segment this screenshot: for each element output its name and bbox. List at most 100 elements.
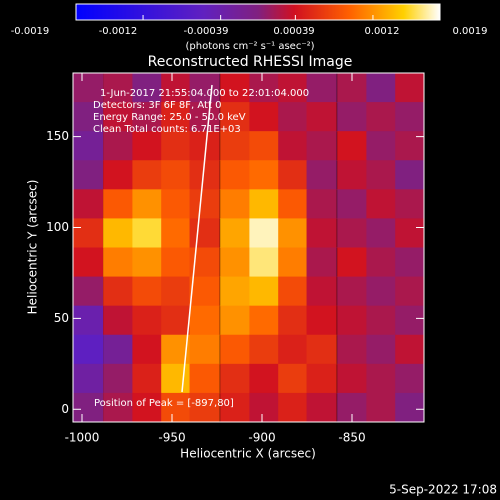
heat-cell bbox=[132, 276, 162, 307]
heat-cell bbox=[306, 218, 337, 248]
heat-cell bbox=[132, 363, 162, 394]
heat-cell bbox=[366, 73, 396, 103]
heat-cell bbox=[103, 363, 134, 394]
heat-cell bbox=[220, 363, 251, 394]
x-tick-label: -950 bbox=[158, 431, 185, 445]
heat-cell bbox=[395, 131, 424, 161]
annotation: Detectors: 3F 6F 8F, Att 0 bbox=[93, 100, 221, 111]
heat-cell bbox=[366, 102, 396, 132]
heat-cell bbox=[278, 334, 308, 365]
heat-cell bbox=[103, 392, 134, 422]
heat-cell bbox=[395, 247, 424, 278]
annotation: 1-Jun-2017 21:55:04.000 to 22:01:04.000 bbox=[100, 88, 309, 99]
heat-cell bbox=[306, 305, 337, 336]
y-tick-label: 100 bbox=[46, 220, 69, 234]
colorbar-tick-label: 0.0012 bbox=[365, 26, 400, 37]
heat-cell bbox=[395, 189, 424, 219]
heat-cell bbox=[103, 305, 134, 336]
heat-cell bbox=[161, 305, 191, 336]
heat-cell bbox=[161, 247, 191, 278]
heat-cell bbox=[278, 160, 308, 190]
chart-title: Reconstructed RHESSI Image bbox=[148, 54, 353, 70]
colorbar-tick-label: -0.00039 bbox=[184, 26, 229, 37]
heat-cell bbox=[366, 131, 396, 161]
heat-cell bbox=[366, 160, 396, 190]
heat-cell bbox=[103, 189, 134, 219]
heat-cell bbox=[395, 334, 424, 365]
heat-cell bbox=[306, 131, 337, 161]
heat-cell bbox=[337, 189, 368, 219]
plot-frame bbox=[72, 72, 425, 423]
heat-cell bbox=[103, 276, 134, 307]
heat-cell bbox=[161, 102, 191, 132]
heat-cell bbox=[220, 73, 251, 103]
heat-cell bbox=[337, 247, 368, 278]
heat-cell bbox=[306, 334, 337, 365]
heat-cell bbox=[306, 392, 337, 422]
heat-cell bbox=[337, 160, 368, 190]
heat-cell bbox=[337, 102, 368, 132]
heat-cell bbox=[249, 334, 279, 365]
heat-cell bbox=[306, 73, 337, 103]
footer: 5-Sep-2022 17:08 bbox=[389, 483, 497, 497]
heat-cell bbox=[395, 392, 424, 422]
heat-cell bbox=[366, 392, 396, 422]
heat-cell bbox=[73, 334, 104, 365]
heat-cell bbox=[220, 218, 251, 248]
x-tick-label: -1000 bbox=[65, 431, 100, 445]
heat-cell bbox=[220, 334, 251, 365]
colorbar-label: (photons cm⁻² s⁻¹ asec⁻²) bbox=[185, 41, 314, 52]
peak-label: Position of Peak = [-897,80] bbox=[94, 398, 234, 409]
heat-cell bbox=[366, 363, 396, 394]
heat-cell bbox=[161, 218, 191, 248]
heat-cell bbox=[249, 131, 279, 161]
heat-cell bbox=[161, 131, 191, 161]
heat-cell bbox=[220, 392, 251, 422]
heat-cell bbox=[306, 102, 337, 132]
heat-cell bbox=[366, 218, 396, 248]
heat-cell bbox=[161, 160, 191, 190]
heat-cell bbox=[220, 305, 251, 336]
heat-cell bbox=[366, 334, 396, 365]
heat-cell bbox=[161, 189, 191, 219]
heat-cell bbox=[73, 160, 104, 190]
heat-cell bbox=[337, 334, 368, 365]
heat-cell bbox=[220, 160, 251, 190]
heat-cell bbox=[220, 276, 251, 307]
heat-cell bbox=[306, 189, 337, 219]
heat-cell bbox=[132, 131, 162, 161]
heat-cell bbox=[189, 218, 220, 248]
heat-cell bbox=[73, 392, 104, 422]
heat-cell bbox=[132, 218, 162, 248]
y-tick-label: 0 bbox=[61, 402, 69, 416]
heat-cell bbox=[278, 305, 308, 336]
heat-cell bbox=[249, 305, 279, 336]
heat-cell bbox=[249, 392, 279, 422]
heat-cell bbox=[249, 102, 279, 132]
heat-cell bbox=[278, 363, 308, 394]
heat-cell bbox=[278, 276, 308, 307]
heat-cell bbox=[103, 131, 134, 161]
heat-cell bbox=[103, 334, 134, 365]
colorbar-tick-label: 0.00039 bbox=[273, 26, 314, 37]
x-tick-label: -850 bbox=[338, 431, 365, 445]
heat-cell bbox=[220, 102, 251, 132]
heat-cell bbox=[306, 276, 337, 307]
heat-cell bbox=[337, 305, 368, 336]
heat-cell bbox=[278, 131, 308, 161]
heat-cell bbox=[366, 305, 396, 336]
y-axis-label: Heliocentric Y (arcsec) bbox=[26, 180, 40, 315]
heat-cell bbox=[132, 102, 162, 132]
heat-cell bbox=[278, 392, 308, 422]
heat-cell bbox=[306, 160, 337, 190]
heat-cell bbox=[395, 305, 424, 336]
heat-cell bbox=[249, 363, 279, 394]
heat-cell bbox=[103, 73, 134, 103]
heat-cell bbox=[278, 73, 308, 103]
heat-cell bbox=[337, 218, 368, 248]
heat-cell bbox=[366, 189, 396, 219]
x-axis-label: Heliocentric X (arcsec) bbox=[180, 447, 316, 461]
annotation: Clean Total counts: 6.71E+03 bbox=[93, 124, 241, 135]
heat-cell bbox=[366, 247, 396, 278]
